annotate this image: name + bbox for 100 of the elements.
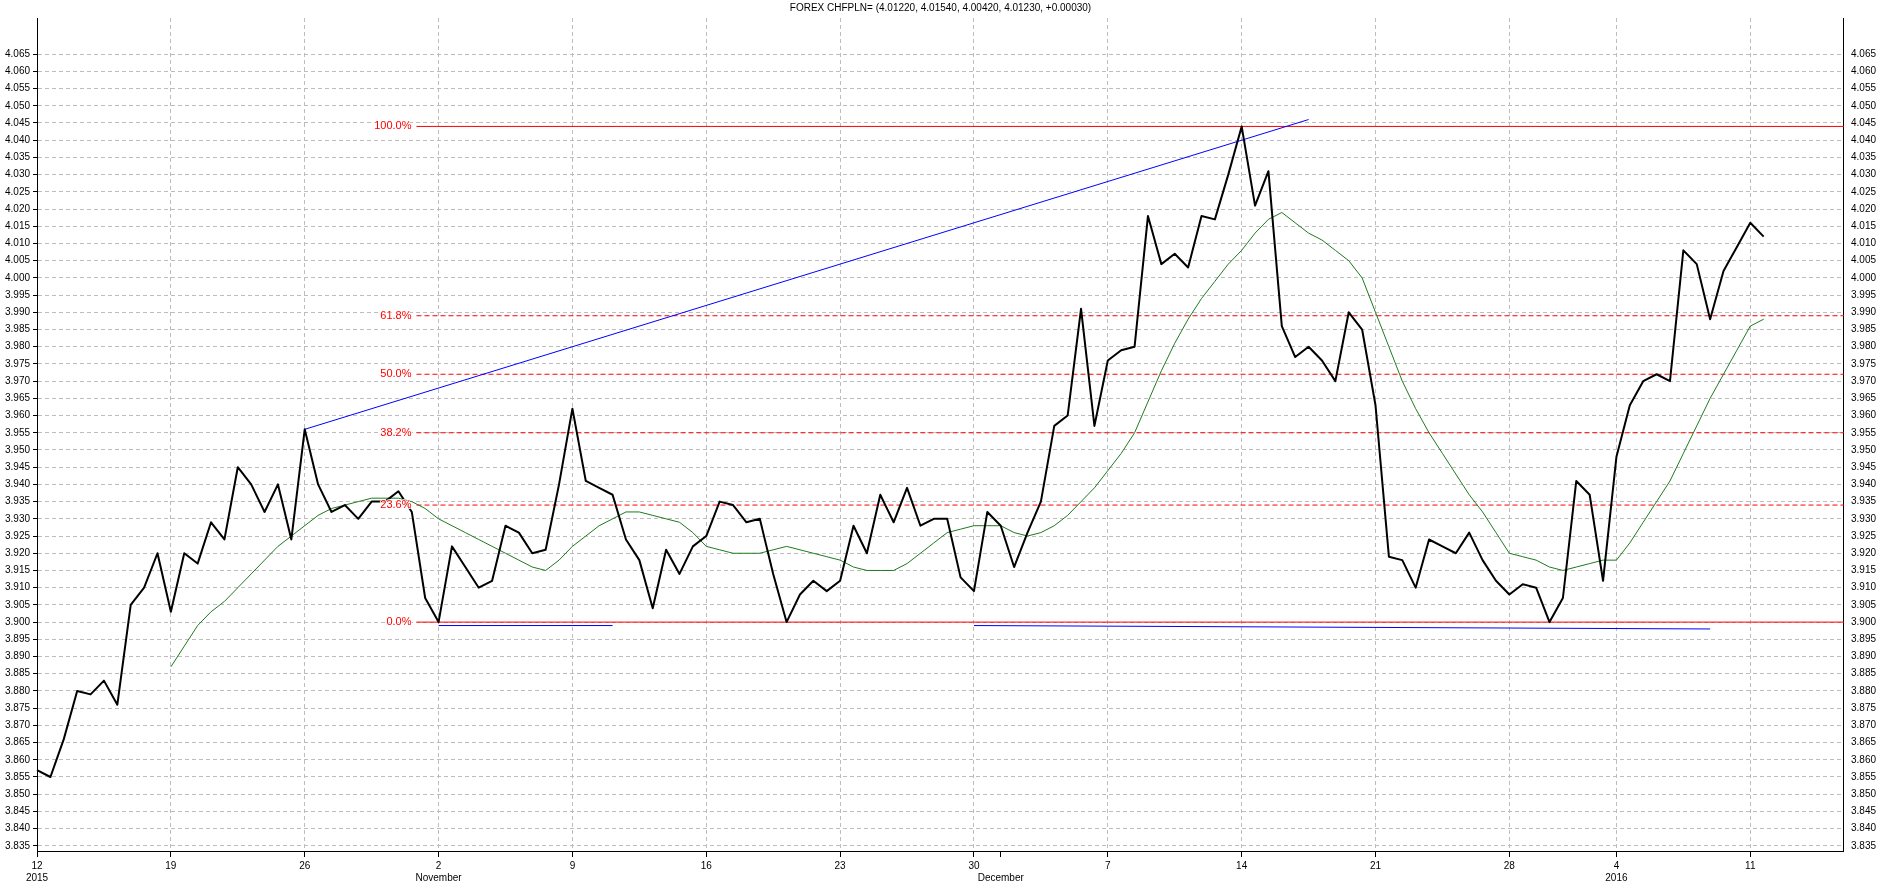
y-tick-label: 4.030 <box>4 168 31 180</box>
y2-tick-label: 3.840 <box>1850 822 1877 834</box>
y2-tick-label: 3.925 <box>1850 529 1877 541</box>
annotation: 0.0% <box>386 615 412 628</box>
y-tick-label: 4.035 <box>4 151 31 163</box>
y2-tick-label: 3.990 <box>1850 306 1877 318</box>
y-tick-label: 3.930 <box>4 512 31 524</box>
chart-title: FOREX CHFPLN= (4.01220, 4.01540, 4.00420, 4.01230, +0.00030) <box>789 1 1092 13</box>
x-tick-label: 12 2015 <box>25 859 49 883</box>
y2-tick-label: 3.860 <box>1850 753 1877 765</box>
y-tick-label: 3.870 <box>4 719 31 731</box>
x-tick-label: 4 2016 <box>1605 859 1628 883</box>
y-tick-label: 3.980 <box>4 340 31 352</box>
y-tick-label: 3.860 <box>4 753 31 765</box>
y-tick-label: 3.970 <box>4 374 31 386</box>
y-tick-label: 3.890 <box>4 650 31 662</box>
y-tick-label: 3.840 <box>4 822 31 834</box>
y-tick-label: 3.935 <box>4 495 31 507</box>
y-tick-label: 4.010 <box>4 237 31 249</box>
x-tick-label: 26 <box>299 859 311 871</box>
y2-tick-label: 3.975 <box>1850 357 1877 369</box>
y2-tick-label: 4.055 <box>1850 82 1877 94</box>
y2-tick-label: 3.870 <box>1850 719 1877 731</box>
y2-tick-label: 3.950 <box>1850 443 1877 455</box>
y-tick-label: 4.020 <box>4 202 31 214</box>
y2-tick-label: 4.035 <box>1850 151 1877 163</box>
y-tick-label: 3.915 <box>4 564 31 576</box>
x-tick-label: 14 <box>1236 859 1248 871</box>
annotation: 61.8% <box>380 308 412 321</box>
x-tick-label: 19 <box>165 859 177 871</box>
y2-tick-label: 3.955 <box>1850 426 1877 438</box>
y-tick-label: 3.975 <box>4 357 31 369</box>
y-tick-label: 3.985 <box>4 323 31 335</box>
y2-tick-label: 4.045 <box>1850 116 1877 128</box>
y2-tick-label: 4.065 <box>1850 47 1877 59</box>
y-tick-label: 3.850 <box>4 787 31 799</box>
x-tick-label: 7 <box>1105 859 1112 871</box>
y-tick-label: 3.895 <box>4 633 31 645</box>
y-tick-label: 4.000 <box>4 271 31 283</box>
y-tick-label: 3.995 <box>4 288 31 300</box>
y2-tick-label: 4.010 <box>1850 237 1877 249</box>
y2-tick-label: 4.005 <box>1850 254 1877 266</box>
y-tick-label: 3.960 <box>4 409 31 421</box>
y2-tick-label: 3.985 <box>1850 323 1877 335</box>
y-tick-label: 4.060 <box>4 65 31 77</box>
y2-tick-label: 3.945 <box>1850 460 1877 472</box>
y2-tick-label: 3.895 <box>1850 633 1877 645</box>
annotation: 50.0% <box>380 367 412 380</box>
y-tick-label: 4.045 <box>4 116 31 128</box>
y2-tick-label: 4.025 <box>1850 185 1877 197</box>
y2-tick-label: 3.880 <box>1850 684 1877 696</box>
y-tick-label: 3.940 <box>4 478 31 490</box>
y-tick-label: 4.025 <box>4 185 31 197</box>
y2-tick-label: 3.865 <box>1850 736 1877 748</box>
y2-tick-label: 3.960 <box>1850 409 1877 421</box>
x-tick-label: 16 <box>700 859 713 871</box>
y-tick-label: 3.880 <box>4 684 31 696</box>
y2-tick-label: 3.850 <box>1850 787 1877 799</box>
y2-tick-label: 3.910 <box>1850 581 1877 593</box>
y2-tick-label: 3.835 <box>1850 839 1877 851</box>
y-tick-label: 3.965 <box>4 392 31 404</box>
y-tick-label: 4.050 <box>4 99 31 111</box>
x-tick-label: 28 <box>1503 859 1516 871</box>
y-tick-label: 3.920 <box>4 547 31 558</box>
y2-tick-label: 3.980 <box>1850 340 1877 352</box>
y2-tick-label: 3.940 <box>1850 478 1877 490</box>
y2-tick-label: 3.905 <box>1850 598 1877 610</box>
y-tick-label: 4.040 <box>4 133 31 145</box>
y-tick-label: 3.905 <box>4 598 31 610</box>
x-tick-label: 21 <box>1369 859 1382 871</box>
y-tick-label: 3.910 <box>4 581 31 593</box>
y2-tick-label: 3.930 <box>1850 512 1877 524</box>
x-tick-label: 9 <box>569 859 576 871</box>
y-tick-label: 3.990 <box>4 306 31 318</box>
y-tick-label: 3.950 <box>4 443 31 455</box>
y-tick-label: 3.885 <box>4 667 31 679</box>
annotation: 100.0% <box>374 119 412 132</box>
x-tick-label: 2 November <box>415 859 463 883</box>
y2-tick-label: 4.040 <box>1850 133 1877 145</box>
y-tick-label: 3.855 <box>4 770 31 782</box>
y2-tick-label: 4.020 <box>1850 202 1877 214</box>
y2-tick-label: 4.030 <box>1850 168 1877 180</box>
x-tick-label: 11 <box>1745 859 1756 871</box>
y2-tick-label: 4.050 <box>1850 99 1877 111</box>
y-tick-label: 3.865 <box>4 736 31 748</box>
y2-tick-label: 4.000 <box>1850 271 1877 283</box>
y2-tick-label: 3.900 <box>1850 615 1877 627</box>
y2-tick-label: 4.015 <box>1850 220 1877 231</box>
y2-tick-label: 3.915 <box>1850 564 1877 576</box>
y-tick-label: 3.835 <box>4 839 31 851</box>
y-tick-label: 4.055 <box>4 82 31 94</box>
y2-tick-label: 3.935 <box>1850 495 1877 507</box>
y-tick-label: 3.955 <box>4 426 31 438</box>
y2-tick-label: 3.855 <box>1850 770 1877 782</box>
y2-tick-label: 3.875 <box>1850 701 1877 713</box>
y2-tick-label: 3.890 <box>1850 650 1877 662</box>
y2-tick-label: 3.845 <box>1850 805 1877 817</box>
y2-tick-label: 3.965 <box>1850 392 1877 404</box>
y2-tick-label: 4.060 <box>1850 65 1877 77</box>
y-tick-label: 3.845 <box>4 805 31 817</box>
